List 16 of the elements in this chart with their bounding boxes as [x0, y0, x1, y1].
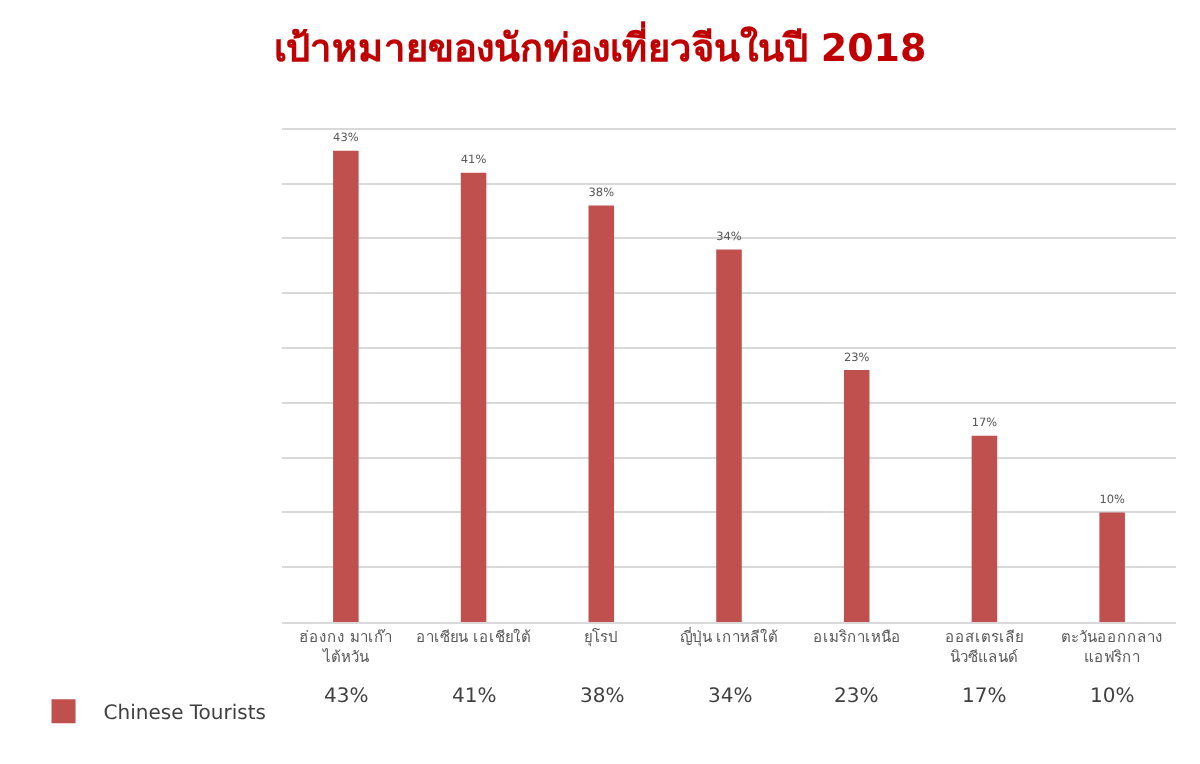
- bar: [460, 172, 487, 622]
- data-label: 41%: [452, 686, 497, 708]
- data-label: 17%: [962, 686, 1007, 708]
- bar: [333, 150, 359, 622]
- data-label: 43%: [324, 686, 369, 708]
- bar: [716, 249, 742, 622]
- bar: [971, 435, 998, 622]
- data-label: 34%: [708, 686, 753, 708]
- data-label: 10%: [1090, 686, 1135, 708]
- data-label: 23%: [834, 686, 879, 708]
- bar: [588, 205, 615, 622]
- bar: [1099, 512, 1125, 622]
- data-label: 38%: [580, 686, 625, 708]
- legend-label: Chinese Tourists: [103, 703, 266, 726]
- bar: [843, 369, 870, 622]
- chart-title: เป้าหมายของนักท่องเที่ยวจีนในปี 2018: [273, 20, 927, 71]
